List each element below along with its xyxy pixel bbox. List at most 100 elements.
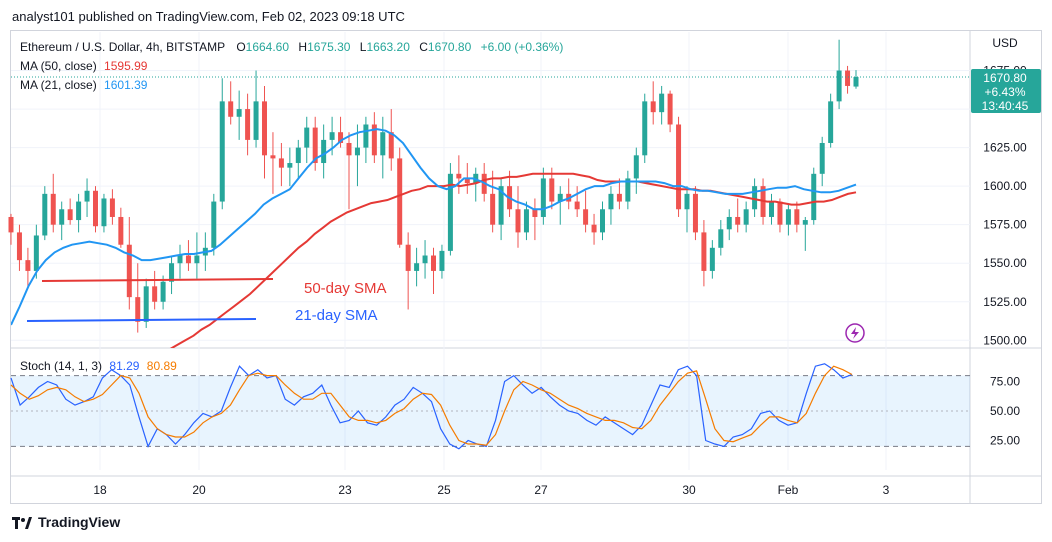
sma21-annotation: 21-day SMA xyxy=(295,307,378,324)
candle-body xyxy=(67,209,73,221)
candle-body xyxy=(405,244,411,271)
candle-body xyxy=(371,124,377,156)
candle-body xyxy=(498,186,504,225)
tradingview-brand: TradingView xyxy=(38,514,121,530)
candle-body xyxy=(836,70,842,102)
candle-body xyxy=(42,193,48,236)
ohlc-high: H1675.30 xyxy=(298,40,351,54)
candle-body xyxy=(101,198,107,227)
stoch-tick-label: 25.00 xyxy=(990,434,1020,448)
candle-body xyxy=(126,244,132,298)
candle-body xyxy=(701,232,707,271)
price-tag-pct: +6.43% xyxy=(984,85,1025,99)
candle-body xyxy=(456,173,462,179)
candle-body xyxy=(135,297,141,322)
candle-body xyxy=(50,193,56,225)
candle-body xyxy=(591,224,597,233)
candle-body xyxy=(380,132,386,156)
candle-body xyxy=(819,142,825,174)
candle-body xyxy=(388,132,394,159)
candle-body xyxy=(608,193,614,210)
candle-body xyxy=(600,209,605,233)
candle-body xyxy=(312,127,318,164)
candle-body xyxy=(143,286,149,322)
x-tick-label: 27 xyxy=(534,483,548,497)
candle-body xyxy=(152,286,158,302)
ma21-legend: MA (21, close) 1601.39 xyxy=(20,78,147,92)
candle-body xyxy=(523,209,529,233)
candle-body xyxy=(777,201,783,225)
candle-body xyxy=(59,209,65,225)
symbol-legend: Ethereum / U.S. Dollar, 4h, BITSTAMP O16… xyxy=(20,40,563,54)
candle-body xyxy=(397,158,403,245)
candle-body xyxy=(490,193,496,225)
candle-body xyxy=(540,178,546,217)
y-tick-label: 1550.00 xyxy=(983,256,1027,270)
tradingview-logo-icon xyxy=(12,516,32,529)
candle-body xyxy=(414,263,420,271)
candle-body xyxy=(802,220,808,225)
candle-body xyxy=(304,127,310,148)
candle-body xyxy=(625,178,631,202)
price-tag-countdown: 13:40:45 xyxy=(982,99,1029,113)
candle-body xyxy=(8,216,14,233)
candle-body xyxy=(515,209,521,233)
price-tag-price: 1670.80 xyxy=(983,71,1027,85)
candle-body xyxy=(194,255,200,264)
candle-body xyxy=(431,255,436,271)
candle-body xyxy=(177,255,183,264)
candle-body xyxy=(811,173,817,221)
candle-body xyxy=(211,201,217,248)
x-tick-label: Feb xyxy=(778,483,799,497)
candle-body xyxy=(338,132,344,143)
stoch-tick-label: 75.00 xyxy=(990,375,1020,389)
publisher-line: analyst101 published on TradingView.com,… xyxy=(12,9,405,24)
sma21-annotation-line xyxy=(26,318,257,322)
x-tick-label: 23 xyxy=(338,483,352,497)
candle-body xyxy=(93,190,98,227)
stoch-k-line xyxy=(10,363,853,450)
candle-body xyxy=(329,132,335,140)
ohlc-low: L1663.20 xyxy=(359,40,410,54)
stoch-legend: Stoch (14, 1, 3) 81.29 80.89 xyxy=(20,359,177,373)
candle-body xyxy=(684,193,690,210)
candle-body xyxy=(659,93,665,113)
ma21-value: 1601.39 xyxy=(104,78,148,92)
candle-body xyxy=(253,101,259,140)
candle-body xyxy=(228,101,234,117)
candle-body xyxy=(583,209,589,225)
candle-body xyxy=(84,190,90,202)
candle-body xyxy=(667,93,673,125)
candle-body xyxy=(363,124,369,148)
candle-body xyxy=(236,109,242,117)
candle-body xyxy=(33,235,39,271)
y-tick-label: 1600.00 xyxy=(983,179,1027,193)
candle-body xyxy=(118,216,124,245)
candle-body xyxy=(692,193,698,233)
candle-body xyxy=(25,260,31,271)
candle-body xyxy=(828,101,834,143)
candle-body xyxy=(743,209,749,225)
candle-body xyxy=(278,158,284,168)
candle-body xyxy=(633,155,639,179)
stoch-label: Stoch (14, 1, 3) xyxy=(20,359,103,373)
candle-body xyxy=(726,216,732,230)
candle-body xyxy=(532,209,538,217)
tradingview-footer[interactable]: TradingView xyxy=(12,514,120,530)
candle-body xyxy=(853,77,859,87)
x-tick-label: 18 xyxy=(93,483,107,497)
candle-body xyxy=(464,178,470,184)
stoch-k-value: 81.29 xyxy=(109,359,140,373)
stoch-tick-label: 50.00 xyxy=(990,404,1020,418)
sma50-annotation: 50-day SMA xyxy=(304,280,387,297)
lightning-bolt-icon xyxy=(851,327,859,339)
x-tick-label: 30 xyxy=(682,483,696,497)
candle-body xyxy=(709,247,715,271)
candle-body xyxy=(642,101,648,156)
ma21-label: MA (21, close) xyxy=(20,78,97,92)
candle-body xyxy=(245,109,251,140)
currency-label: USD xyxy=(992,36,1018,50)
candle-body xyxy=(270,155,276,159)
symbol-name: Ethereum / U.S. Dollar, 4h, BITSTAMP xyxy=(20,40,225,54)
